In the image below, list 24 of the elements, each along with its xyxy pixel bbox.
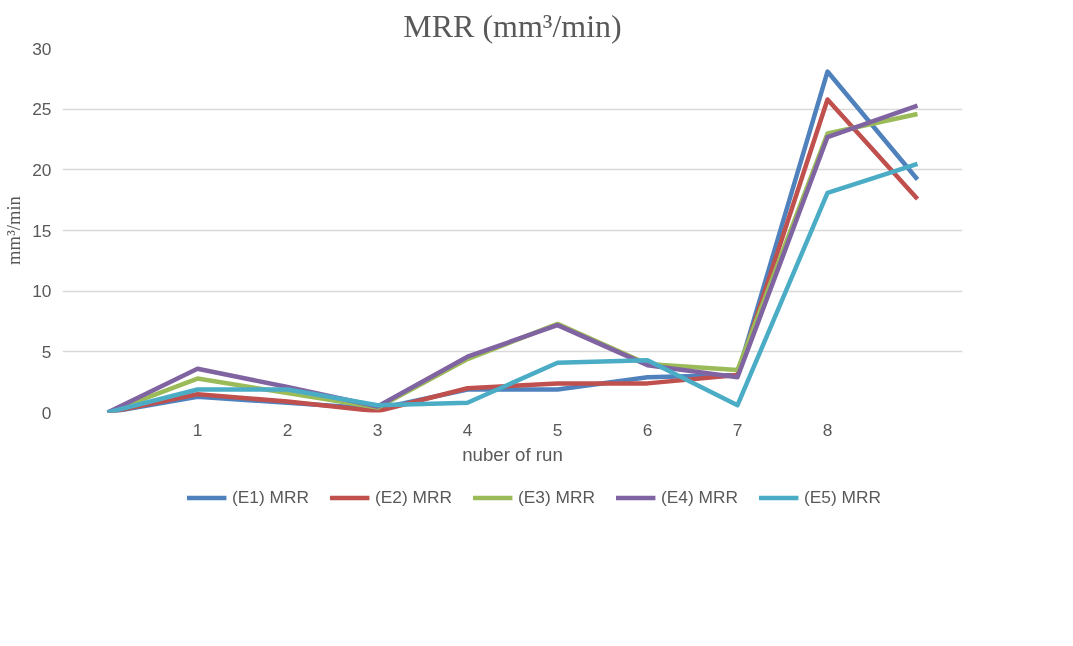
y-tick-label: 0 bbox=[41, 402, 52, 423]
y-axis-title: mm³/min bbox=[3, 195, 25, 265]
x-tick-label: 4 bbox=[462, 419, 473, 440]
y-tick-label: 10 bbox=[32, 281, 52, 302]
x-tick-label: 6 bbox=[642, 419, 653, 440]
legend-label: (E5) MRR bbox=[804, 486, 882, 508]
legend-label: (E3) MRR bbox=[517, 486, 596, 508]
x-axis-title: nuber of run bbox=[462, 443, 563, 465]
line-series bbox=[105, 161, 920, 413]
y-tick-label: 15 bbox=[32, 220, 52, 241]
x-tick-label: 3 bbox=[372, 419, 383, 440]
y-tick-label: 30 bbox=[32, 38, 52, 59]
legend-label: (E1) MRR bbox=[231, 486, 309, 508]
y-tick-label: 25 bbox=[32, 99, 52, 120]
x-tick-label: 2 bbox=[282, 419, 293, 440]
x-tick-label: 7 bbox=[732, 419, 743, 440]
x-tick-label: 8 bbox=[822, 419, 833, 440]
legend-label: (E2) MRR bbox=[374, 486, 452, 508]
y-tick-label: 5 bbox=[41, 341, 52, 362]
chart-title: MRR (mm³/min) bbox=[403, 7, 622, 44]
x-tick-label: 1 bbox=[192, 419, 203, 440]
legend-label: (E4) MRR bbox=[661, 486, 739, 508]
y-tick-label: 20 bbox=[32, 159, 52, 180]
x-tick-label: 5 bbox=[552, 419, 563, 440]
